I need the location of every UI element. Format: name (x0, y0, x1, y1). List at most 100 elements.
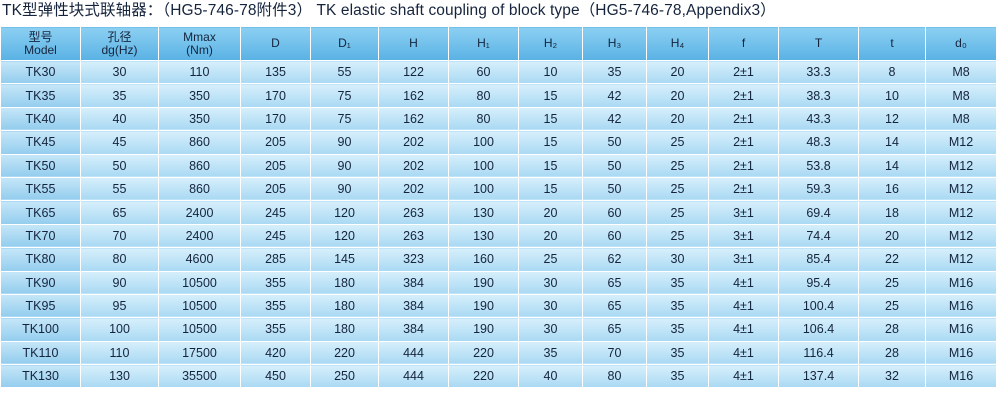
table-cell: 220 (310, 340, 379, 366)
table-cell: TK110 (0, 340, 81, 366)
table-cell: 55 (310, 59, 379, 85)
table-cell: TK90 (0, 270, 81, 295)
table-cell: 25 (646, 223, 709, 249)
table-cell: 2400 (158, 223, 241, 249)
table-cell: 190 (448, 293, 519, 319)
table-cell: 20 (646, 83, 709, 108)
table-cell: 20 (518, 223, 583, 249)
table-cell: 384 (378, 317, 449, 342)
table-cell: 75 (310, 83, 379, 108)
table-cell: M8 (925, 106, 997, 132)
table-cell: 180 (310, 293, 379, 319)
table-cell: 3±1 (708, 223, 779, 249)
table-cell: 205 (240, 176, 311, 202)
header-line: D (271, 36, 280, 50)
header-cell: H₁ (448, 26, 519, 61)
table-cell: 65 (582, 317, 647, 342)
table-cell: 355 (240, 270, 311, 295)
table-cell: 43.3 (778, 106, 859, 132)
table-cell: M8 (925, 59, 997, 85)
table-cell: 10 (518, 59, 583, 85)
table-cell: 40 (80, 106, 159, 132)
table-cell: 30 (646, 247, 709, 272)
table-cell: 8 (858, 59, 926, 85)
table-cell: 75 (310, 106, 379, 132)
table-cell: 130 (448, 223, 519, 249)
table-cell: 30 (518, 317, 583, 342)
table-cell: M16 (925, 364, 997, 389)
table-cell: 202 (378, 176, 449, 202)
table-cell: 3±1 (708, 200, 779, 225)
table-cell: 3±1 (708, 247, 779, 272)
table-cell: 860 (158, 130, 241, 155)
header-cell: H₂ (518, 26, 583, 61)
header-line: Model (24, 42, 57, 57)
table-cell: 25 (518, 247, 583, 272)
table-cell: 35 (646, 340, 709, 366)
table-cell: 285 (240, 247, 311, 272)
header-cell: Mmax (Nm) (158, 26, 241, 61)
table-cell: 263 (378, 200, 449, 225)
table-cell: 2±1 (708, 153, 779, 178)
table-cell: 15 (518, 153, 583, 178)
table-cell: 42 (582, 83, 647, 108)
table-cell: 17500 (158, 340, 241, 366)
table-cell: 20 (646, 59, 709, 85)
table-cell: 90 (310, 176, 379, 202)
table-cell: M12 (925, 223, 997, 249)
table-cell: 35 (518, 340, 583, 366)
header-line: H₂ (543, 36, 558, 50)
header-line: d₀ (955, 36, 967, 50)
table-cell: 80 (448, 83, 519, 108)
table-cell: 180 (310, 270, 379, 295)
table-cell: TK55 (0, 176, 81, 202)
table-cell: 100 (448, 130, 519, 155)
table-cell: 35 (646, 270, 709, 295)
table-row: TK65 65 2400 245 120 263 130 20 60 25 3±1 69.4 18 M12 (0, 200, 997, 225)
table-cell: 90 (310, 153, 379, 178)
table-cell: 137.4 (778, 364, 859, 389)
table-cell: 2400 (158, 200, 241, 225)
table-cell: 170 (240, 106, 311, 132)
table-cell: 860 (158, 176, 241, 202)
table-row: TK95 95 10500 355 180 384 190 30 65 35 4±1 100.4 25 M… (0, 293, 997, 319)
table-cell: 122 (378, 59, 449, 85)
header-line: D₁ (338, 36, 351, 50)
table-cell: 350 (158, 83, 241, 108)
table-cell: 35 (646, 317, 709, 342)
table-cell: 25 (858, 270, 926, 295)
table-cell: 14 (858, 130, 926, 155)
table-cell: 323 (378, 247, 449, 272)
table-cell: M12 (925, 176, 997, 202)
table-cell: 130 (448, 200, 519, 225)
table-row: TK110 110 17500 420 220 444 220 35 70 35 4±1 116.4 2… (0, 340, 997, 366)
table-cell: 20 (646, 106, 709, 132)
table-cell: 30 (518, 293, 583, 319)
header-line: (Nm) (186, 42, 213, 57)
table-cell: 190 (448, 317, 519, 342)
table-cell: M16 (925, 270, 997, 295)
table-cell: 50 (582, 176, 647, 202)
table-cell: 2±1 (708, 176, 779, 202)
table-cell: 116.4 (778, 340, 859, 366)
table-cell: 190 (448, 270, 519, 295)
table-cell: 4±1 (708, 293, 779, 319)
header-cell: T (778, 26, 859, 61)
table-cell: 60 (448, 59, 519, 85)
header-cell: H (378, 26, 449, 61)
header-line: 孔径 (107, 29, 132, 44)
table-cell: 4±1 (708, 364, 779, 389)
table-cell: 205 (240, 130, 311, 155)
table-cell: 35500 (158, 364, 241, 389)
table-cell: 355 (240, 317, 311, 342)
table-cell: 60 (582, 200, 647, 225)
table-cell: 4±1 (708, 270, 779, 295)
table-cell: 250 (310, 364, 379, 389)
table-cell: TK100 (0, 317, 81, 342)
table-cell: 33.3 (778, 59, 859, 85)
table-row: TK90 90 10500 355 180 384 190 30 65 35 4±1 95.4 25 M1… (0, 270, 997, 295)
table-cell: 25 (858, 293, 926, 319)
table-cell: 35 (80, 83, 159, 108)
